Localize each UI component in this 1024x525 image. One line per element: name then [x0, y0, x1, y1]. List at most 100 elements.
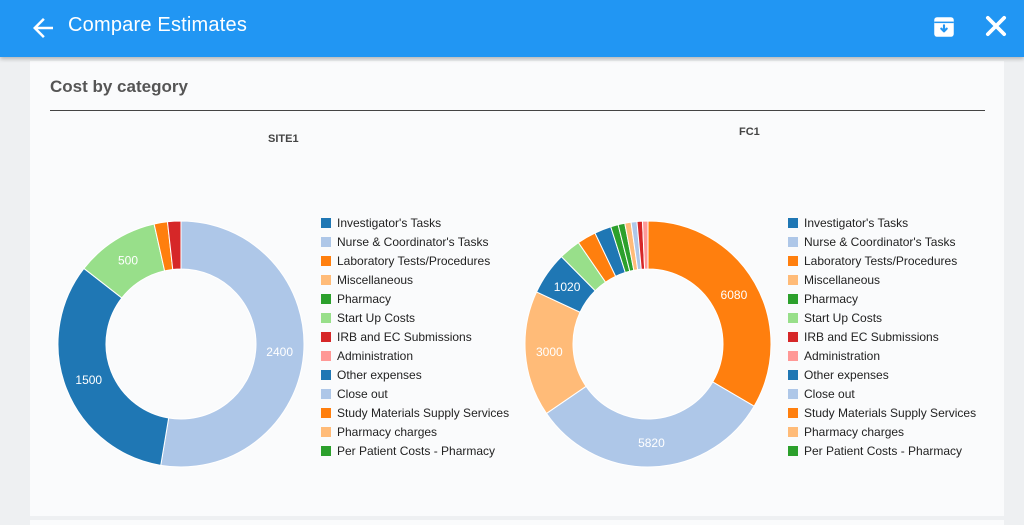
legend-label: Nurse & Coordinator's Tasks: [337, 234, 489, 249]
legend-item[interactable]: Study Materials Supply Services: [788, 403, 976, 422]
legend-swatch: [321, 274, 331, 285]
legend-label: Start Up Costs: [804, 310, 883, 325]
legend-label: Pharmacy: [804, 291, 859, 306]
legend-label: Laboratory Tests/Procedures: [804, 253, 958, 268]
legend-item[interactable]: Administration: [788, 346, 976, 365]
legend-swatch: [788, 331, 798, 342]
legend-site1: Investigator's Tasks Nurse & Coordinator'…: [321, 213, 509, 460]
legend-swatch: [321, 407, 331, 418]
legend-item[interactable]: Per Patient Costs - Pharmacy: [321, 441, 509, 460]
legend-label: Miscellaneous: [337, 272, 414, 287]
close-button[interactable]: [982, 12, 1010, 40]
legend-item[interactable]: Nurse & Coordinator's Tasks: [788, 232, 976, 251]
download-button[interactable]: [931, 14, 957, 40]
legend-item[interactable]: Study Materials Supply Services: [321, 403, 509, 422]
legend-swatch: [321, 445, 331, 456]
slice-value-label: 5820: [638, 436, 665, 450]
legend-item[interactable]: IRB and EC Submissions: [321, 327, 509, 346]
divider: [50, 110, 985, 111]
legend-item[interactable]: Other expenses: [321, 365, 509, 384]
legend-swatch: [788, 255, 798, 266]
legend-swatch: [321, 426, 331, 437]
legend-swatch: [788, 388, 798, 399]
legend-swatch: [321, 388, 331, 399]
next-card: [30, 520, 1004, 525]
close-icon: [985, 15, 1007, 37]
donut-svg: 2400 1500 500: [57, 220, 305, 468]
legend-swatch: [321, 236, 331, 247]
legend-item[interactable]: Pharmacy charges: [788, 422, 976, 441]
legend-label: Investigator's Tasks: [337, 215, 442, 230]
legend-item[interactable]: Investigator's Tasks: [788, 213, 976, 232]
legend-swatch: [321, 350, 331, 361]
chart-title-site1: SITE1: [268, 133, 299, 145]
legend-item[interactable]: Start Up Costs: [321, 308, 509, 327]
donut-slice[interactable]: [166, 220, 182, 271]
legend-swatch: [788, 445, 798, 456]
legend-label: Administration: [804, 348, 881, 363]
legend-label: Study Materials Supply Services: [337, 405, 510, 420]
page-title: Compare Estimates: [68, 14, 248, 36]
donut-slice[interactable]: [160, 220, 305, 468]
legend-item[interactable]: IRB and EC Submissions: [788, 327, 976, 346]
app-bar: Compare Estimates: [0, 0, 1024, 57]
legend-label: Administration: [337, 348, 414, 363]
donut-svg: 6080 5820 3000 1020: [524, 220, 772, 468]
legend-label: Nurse & Coordinator's Tasks: [804, 234, 956, 249]
legend-swatch: [788, 236, 798, 247]
legend-item[interactable]: Pharmacy: [321, 289, 509, 308]
legend-item[interactable]: Laboratory Tests/Procedures: [321, 251, 509, 270]
slice-value-label: 1500: [75, 373, 102, 387]
legend-item[interactable]: Start Up Costs: [788, 308, 976, 327]
donut-chart-fc1: 6080 5820 3000 1020: [524, 220, 772, 468]
legend-label: Pharmacy: [337, 291, 392, 306]
legend-item[interactable]: Miscellaneous: [788, 270, 976, 289]
legend-item[interactable]: Miscellaneous: [321, 270, 509, 289]
chart-title-fc1: FC1: [739, 126, 760, 138]
legend-label: Miscellaneous: [804, 272, 881, 287]
legend-label: IRB and EC Submissions: [804, 329, 939, 344]
legend-label: Study Materials Supply Services: [804, 405, 977, 420]
legend-fc1: Investigator's Tasks Nurse & Coordinator'…: [788, 213, 976, 460]
legend-swatch: [788, 407, 798, 418]
legend-swatch: [788, 217, 798, 228]
legend-swatch: [321, 312, 331, 323]
back-button[interactable]: [28, 13, 58, 43]
legend-item[interactable]: Nurse & Coordinator's Tasks: [321, 232, 509, 251]
legend-swatch: [321, 331, 331, 342]
legend-label: Close out: [804, 386, 855, 401]
legend-swatch: [788, 274, 798, 285]
slice-value-label: 500: [118, 253, 138, 267]
legend-item[interactable]: Per Patient Costs - Pharmacy: [788, 441, 976, 460]
legend-item[interactable]: Pharmacy: [788, 289, 976, 308]
legend-label: Laboratory Tests/Procedures: [337, 253, 491, 268]
slice-value-label: 1020: [554, 280, 581, 294]
legend-swatch: [788, 426, 798, 437]
legend-label: Pharmacy charges: [804, 424, 905, 439]
legend-label: Investigator's Tasks: [804, 215, 909, 230]
donut-slice[interactable]: [641, 220, 649, 270]
archive-download-icon: [934, 17, 954, 37]
legend-item[interactable]: Pharmacy charges: [321, 422, 509, 441]
legend-item[interactable]: Close out: [788, 384, 976, 403]
legend-swatch: [788, 293, 798, 304]
legend-item[interactable]: Laboratory Tests/Procedures: [788, 251, 976, 270]
legend-item[interactable]: Administration: [321, 346, 509, 365]
donut-slice[interactable]: [57, 267, 170, 466]
cost-by-category-card: Cost by category SITE1 2400 1500 500 Inves…: [30, 61, 1004, 516]
legend-label: Other expenses: [337, 367, 422, 382]
donut-slice[interactable]: [647, 220, 772, 407]
legend-label: IRB and EC Submissions: [337, 329, 472, 344]
donut-slice[interactable]: [545, 381, 755, 468]
legend-label: Start Up Costs: [337, 310, 416, 325]
legend-item[interactable]: Close out: [321, 384, 509, 403]
legend-swatch: [321, 293, 331, 304]
slice-value-label: 3000: [536, 345, 563, 359]
legend-label: Per Patient Costs - Pharmacy: [337, 443, 496, 458]
legend-item[interactable]: Other expenses: [788, 365, 976, 384]
legend-label: Close out: [337, 386, 388, 401]
section-title: Cost by category: [50, 77, 188, 96]
legend-label: Other expenses: [804, 367, 889, 382]
legend-swatch: [321, 217, 331, 228]
legend-item[interactable]: Investigator's Tasks: [321, 213, 509, 232]
